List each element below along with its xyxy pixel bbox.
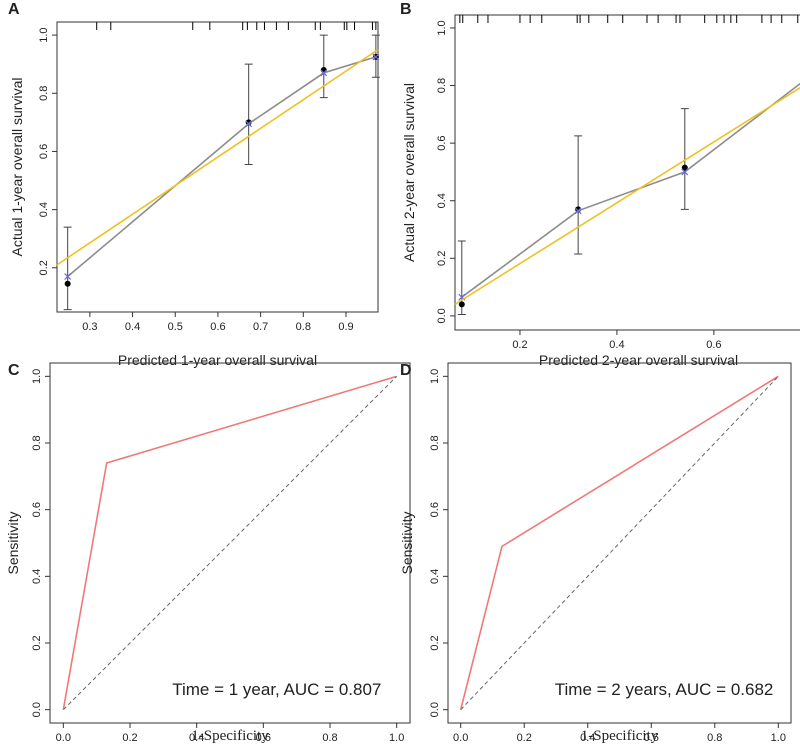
point	[458, 301, 465, 308]
y-tick-label: 0.6	[31, 502, 43, 517]
y-tick-label: 0.4	[436, 193, 448, 208]
error-bar	[319, 34, 328, 99]
x-tick-label: 0.6	[644, 732, 659, 744]
plot-box	[454, 14, 800, 331]
x-axis-title: Predicted 1-year overall survival	[118, 352, 317, 368]
x-tick-label: 1.0	[389, 732, 404, 744]
x-tick-label: 0.0	[56, 732, 71, 744]
point	[681, 164, 688, 171]
panel-label: B	[400, 1, 412, 18]
y-tick-label: 0.8	[38, 86, 50, 101]
x-marker	[64, 273, 72, 280]
line	[62, 375, 398, 711]
x-axis-title: Predicted 2-year overall survival	[539, 352, 738, 368]
error-bar	[63, 226, 72, 311]
line	[459, 375, 779, 710]
x-tick-label: 0.8	[322, 732, 337, 744]
x-tick-label: 0.2	[122, 732, 137, 744]
y-tick-label: 0.4	[38, 202, 50, 217]
error-bar	[244, 63, 253, 166]
x-tick-label: 0.0	[453, 732, 468, 744]
x-marker	[320, 69, 328, 77]
y-axis-title: Sensitivity	[5, 511, 21, 574]
x-tick-label: 0.4	[609, 339, 624, 351]
x-tick-label: 0.2	[512, 339, 527, 351]
y-axis-title: Actual 2-year overall survival	[401, 83, 417, 262]
y-tick-label: 0.0	[436, 308, 448, 323]
y-tick-label: 0.4	[31, 569, 43, 584]
line	[56, 48, 379, 266]
y-tick-label: 1.0	[429, 369, 441, 384]
line	[461, 82, 800, 298]
y-tick-label: 1.0	[31, 369, 43, 384]
annotation: Time = 2 years, AUC = 0.682	[555, 680, 774, 699]
line	[454, 86, 800, 306]
x-tick-label: 0.4	[125, 321, 140, 333]
y-tick-label: 0.6	[38, 144, 50, 159]
x-marker	[574, 207, 582, 215]
x-tick-label: 0.7	[253, 321, 268, 333]
y-tick-label: 0.6	[429, 502, 441, 517]
y-tick-label: 0.4	[429, 569, 441, 584]
x-tick-label: 0.4	[580, 732, 595, 744]
y-tick-label: 1.0	[38, 27, 50, 42]
y-tick-label: 0.8	[436, 78, 448, 93]
panel-label: D	[400, 362, 412, 379]
x-tick-label: 0.9	[338, 321, 353, 333]
y-tick-label: 0.6	[436, 135, 448, 150]
x-tick-label: 1.0	[771, 732, 786, 744]
x-tick-label: 0.2	[517, 732, 532, 744]
y-tick-label: 0.8	[429, 435, 441, 450]
y-axis-title: Actual 1-year overall survival	[9, 78, 25, 257]
plot-box	[49, 362, 411, 724]
x-tick-label: 0.3	[82, 321, 97, 333]
x-tick-label: 0.6	[256, 732, 271, 744]
plot-box	[56, 21, 379, 313]
y-tick-label: 0.0	[429, 702, 441, 717]
point	[245, 119, 252, 126]
y-tick-label: 0.2	[31, 635, 43, 650]
y-tick-label: 0.2	[429, 635, 441, 650]
line	[62, 375, 397, 710]
y-tick-label: 0.2	[436, 251, 448, 266]
line	[67, 56, 377, 278]
x-tick-label: 0.6	[706, 339, 721, 351]
x-tick-label: 0.6	[210, 321, 225, 333]
x-axis-title: 1-Specificity	[581, 728, 659, 744]
error-bar	[574, 135, 583, 255]
x-tick-label: 0.8	[707, 732, 722, 744]
y-tick-label: 0.8	[31, 435, 43, 450]
x-tick-label: 0.8	[296, 321, 311, 333]
x-tick-label: 0.5	[168, 321, 183, 333]
annotation: Time = 1 year, AUC = 0.807	[172, 680, 381, 699]
panel-label: A	[8, 1, 20, 18]
plot-box	[447, 362, 792, 724]
x-tick-label: 0.4	[189, 732, 204, 744]
panel-label: C	[8, 362, 20, 379]
point	[64, 280, 71, 287]
x-marker	[372, 53, 380, 61]
error-bar	[680, 108, 689, 210]
y-tick-label: 0.0	[31, 702, 43, 717]
y-axis-title: Sensitivity	[399, 511, 415, 574]
x-marker	[245, 120, 253, 128]
x-marker	[681, 168, 689, 176]
y-tick-label: 0.2	[38, 260, 50, 275]
y-tick-label: 1.0	[436, 20, 448, 35]
x-axis-title: 1-Specificity	[191, 728, 269, 744]
